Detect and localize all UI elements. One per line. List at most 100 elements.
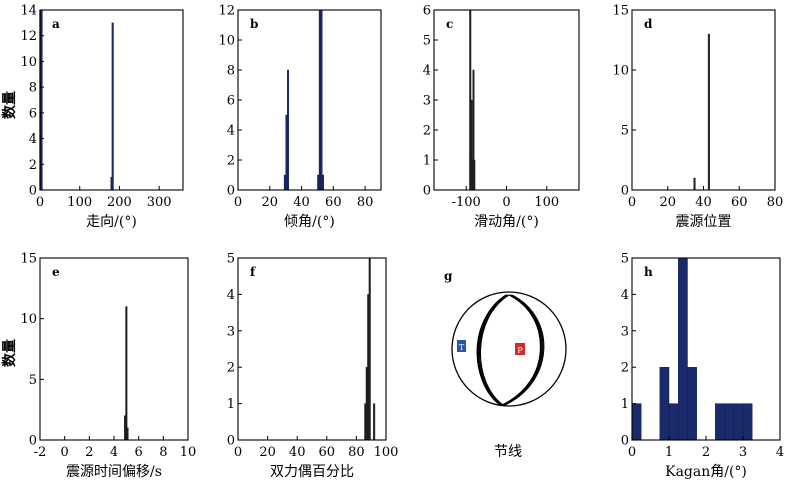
- plot-frame: [237, 9, 382, 191]
- bar: [693, 177, 696, 191]
- x-tick-label: 2: [85, 445, 93, 460]
- y-tick-label: 2: [423, 124, 431, 139]
- x-axis-label: 震源位置: [676, 214, 732, 230]
- x-tick-label: 0: [61, 445, 69, 460]
- panel-f: 0 20 40 60 80 100 0 1 2 3 4 5 f 双力偶百分比: [227, 252, 399, 481]
- y-tick-label: 14: [20, 4, 37, 19]
- bar: [742, 403, 753, 441]
- bar: [283, 174, 286, 191]
- y-tick-label: 6: [227, 94, 235, 109]
- nodal-line: [503, 294, 541, 406]
- x-tick-label: 100: [534, 195, 559, 210]
- t-axis-marker: [457, 340, 466, 352]
- bar: [631, 403, 642, 441]
- x-tick-label: 60: [731, 195, 748, 210]
- x-axis-label: Kagan角/(°): [665, 464, 747, 480]
- x-tick-label: 20: [262, 195, 279, 210]
- panel-letter: c: [446, 17, 453, 31]
- panel-letter: f: [250, 265, 256, 279]
- plot-frame: [39, 9, 184, 191]
- y-tick-label: 10: [20, 55, 37, 70]
- bar: [659, 367, 670, 441]
- bar: [373, 403, 376, 441]
- plot-frame: [631, 9, 776, 191]
- panel-letter: h: [644, 265, 653, 279]
- x-tick-label: 1: [665, 445, 673, 460]
- focal-sphere: [451, 291, 567, 407]
- y-tick-label: 2: [227, 361, 235, 376]
- y-tick-label: 4: [423, 64, 431, 79]
- y-tick-label: 5: [29, 373, 37, 388]
- plot-frame: [39, 257, 189, 441]
- x-tick-label: 0: [234, 445, 242, 460]
- y-tick-label: 1: [621, 397, 629, 412]
- y-tick-label: 4: [227, 288, 235, 303]
- x-tick-label: 0: [628, 445, 636, 460]
- bar: [322, 174, 325, 191]
- y-axis-label-top: 数量: [1, 91, 18, 119]
- bar: [678, 257, 688, 441]
- panel-a: 0 100 200 300 0 2 4 6 8 10 12 14 a 走向/(°): [20, 4, 184, 230]
- panel-c: -100 0 100 0 1 2 3 4 5 6 c 滑动角/(°): [423, 4, 580, 230]
- y-tick-label: 3: [423, 94, 431, 109]
- x-tick-label: 40: [695, 195, 712, 210]
- bar: [724, 403, 734, 441]
- x-tick-label: 0: [234, 195, 242, 210]
- y-tick-label: 0: [621, 184, 629, 199]
- panel-d: 0 20 40 60 80 0 5 10 15 d 震源位置: [612, 4, 783, 231]
- y-tick-label: 10: [20, 312, 37, 327]
- nodal-line: [479, 294, 510, 406]
- x-tick-label: 4: [110, 445, 118, 460]
- y-tick-label: 10: [218, 34, 235, 49]
- x-axis-label: 震源时间偏移/s: [66, 464, 162, 480]
- x-tick-label: 6: [135, 445, 143, 460]
- y-tick-label: 6: [29, 106, 37, 121]
- bar: [285, 114, 288, 191]
- x-tick-label: 0: [36, 195, 44, 210]
- y-tick-label: 4: [621, 288, 629, 303]
- x-tick-label: 200: [107, 195, 132, 210]
- x-tick-label: 3: [739, 445, 747, 460]
- x-tick-label: 4: [776, 445, 784, 460]
- p-axis-marker: [515, 343, 525, 355]
- y-tick-label: 3: [227, 324, 235, 339]
- x-tick-label: -2: [34, 445, 47, 460]
- nodal-line: [478, 294, 509, 406]
- y-axis-label-bottom: 数量: [1, 339, 18, 367]
- x-tick-label: 80: [357, 195, 374, 210]
- t-axis-label: T: [459, 343, 465, 352]
- y-tick-label: 1: [423, 154, 431, 169]
- x-tick-label: 2: [702, 445, 710, 460]
- panel-letter: d: [644, 17, 653, 31]
- y-tick-label: 4: [227, 124, 235, 139]
- bar: [40, 9, 43, 191]
- panel-letter: a: [52, 17, 60, 31]
- y-tick-label: 5: [423, 34, 431, 49]
- bar: [320, 9, 323, 191]
- y-tick-label: 2: [621, 361, 629, 376]
- panel-letter: b: [250, 17, 258, 31]
- x-tick-label: 60: [319, 445, 336, 460]
- y-tick-label: 4: [29, 132, 37, 147]
- bar: [473, 159, 476, 191]
- x-axis-label: 节线: [494, 444, 522, 460]
- x-tick-label: 300: [147, 195, 172, 210]
- nodal-line: [476, 294, 508, 406]
- x-tick-label: 20: [659, 195, 676, 210]
- y-tick-label: 5: [227, 252, 235, 267]
- y-tick-label: 1: [227, 397, 235, 412]
- y-tick-label: 2: [29, 158, 37, 173]
- nodal-line: [504, 294, 545, 406]
- y-tick-label: 5: [621, 124, 629, 139]
- bar: [707, 33, 710, 191]
- y-tick-label: 0: [227, 184, 235, 199]
- y-tick-label: 6: [423, 4, 431, 19]
- x-tick-label: 40: [289, 445, 306, 460]
- bar: [126, 427, 129, 441]
- panel-h: 0 1 2 3 4 0 1 2 3 4 5 h Kagan角/(°): [621, 252, 784, 481]
- x-tick-label: 8: [159, 445, 167, 460]
- y-tick-label: 8: [29, 81, 37, 96]
- x-tick-label: 0: [628, 195, 636, 210]
- x-tick-label: 40: [293, 195, 310, 210]
- y-tick-label: 12: [218, 4, 235, 19]
